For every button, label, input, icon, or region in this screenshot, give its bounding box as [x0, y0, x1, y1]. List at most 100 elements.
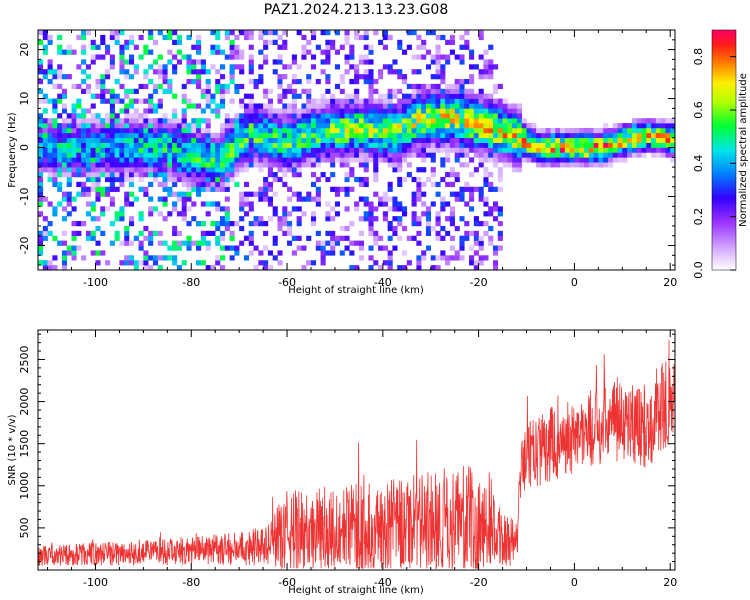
heatmap-cell [220, 83, 226, 90]
heatmap-cell [57, 123, 63, 129]
heatmap-cell [464, 142, 470, 148]
heatmap-cell [516, 123, 523, 129]
heatmap-cell [152, 137, 159, 143]
heatmap-cell [440, 103, 446, 109]
heatmap-cell [526, 127, 532, 134]
heatmap-cell [651, 137, 657, 143]
heatmap-cell [76, 118, 82, 124]
heatmap-cell [114, 235, 120, 241]
heatmap-cell [258, 250, 264, 256]
heatmap-cell [162, 201, 168, 207]
heatmap-cell [124, 162, 130, 168]
heatmap-cell [148, 103, 154, 109]
heatmap-cell [373, 176, 379, 183]
heatmap-cell [191, 240, 197, 246]
heatmap-cell [215, 137, 221, 143]
heatmap-cell [267, 147, 273, 153]
heatmap-cell [287, 225, 293, 232]
heatmap-cell [61, 74, 68, 80]
heatmap-cell [234, 44, 240, 50]
heatmap-cell [263, 118, 269, 124]
heatmap-cell [138, 147, 144, 153]
heatmap-cell [454, 127, 460, 134]
heatmap-cell [229, 221, 235, 227]
heatmap-cell [627, 142, 633, 148]
heatmap-cell [71, 206, 77, 212]
heatmap-cell [445, 98, 451, 104]
heatmap-cell [253, 83, 259, 90]
heatmap-cell [114, 34, 120, 41]
heatmap-cell [200, 157, 206, 163]
heatmap-cell [129, 172, 135, 178]
heatmap-cell [569, 127, 575, 134]
heatmap-cell [402, 250, 408, 256]
heatmap-cell [282, 30, 288, 36]
heatmap-cell [354, 142, 360, 148]
heatmap-cell [215, 103, 221, 109]
colorbar-label: Normalized spectral amplitude [738, 73, 749, 227]
heatmap-cell [296, 221, 302, 227]
heatmap-cell [483, 69, 489, 75]
heatmap-cell [76, 113, 82, 119]
heatmap-cell [229, 118, 235, 124]
heatmap-cell [473, 216, 479, 222]
heatmap-cell [368, 44, 374, 50]
heatmap-cell [655, 147, 661, 153]
heatmap-cell [176, 34, 182, 41]
heatmap-cell [593, 147, 599, 153]
heatmap-cell [493, 64, 499, 70]
heatmap-cell [358, 123, 364, 129]
heatmap-cell [172, 240, 178, 246]
heatmap-cell [373, 123, 379, 129]
heatmap-cell [52, 181, 58, 188]
heatmap-cell [660, 142, 666, 148]
heatmap-cell [143, 49, 149, 55]
heatmap-cell [186, 142, 192, 148]
spectrogram-frame [37, 29, 676, 271]
heatmap-cell [263, 265, 269, 270]
heatmap-cell [363, 98, 369, 104]
heatmap-cell [287, 103, 293, 109]
heatmap-cell [129, 147, 135, 153]
heatmap-cell [636, 142, 642, 148]
heatmap-cell [267, 201, 273, 207]
heatmap-cell [205, 69, 211, 75]
heatmap-cell [42, 93, 48, 99]
heatmap-cell [143, 250, 149, 256]
heatmap-cell [258, 30, 264, 36]
heatmap-cell [224, 206, 230, 212]
heatmap-cell [38, 181, 44, 188]
heatmap-cell [320, 250, 326, 256]
heatmap-cell [358, 59, 364, 65]
heatmap-cell [445, 132, 451, 139]
heatmap-cell [267, 123, 273, 129]
heatmap-cell [167, 78, 173, 85]
heatmap-cell [52, 162, 58, 168]
heatmap-cell [416, 142, 422, 148]
heatmap-cell [52, 137, 58, 143]
heatmap-cell [114, 137, 120, 143]
heatmap-cell [66, 162, 72, 168]
heatmap-cell [636, 123, 642, 129]
heatmap-cell [397, 108, 403, 114]
heatmap-cell [71, 230, 77, 237]
heatmap-cell [402, 147, 408, 153]
heatmap-cell [258, 196, 264, 202]
heatmap-cell [320, 260, 326, 266]
heatmap-cell [358, 127, 364, 134]
heatmap-cell [454, 54, 460, 60]
heatmap-cell [526, 147, 532, 153]
heatmap-cell [358, 157, 364, 163]
heatmap-cell [670, 152, 675, 158]
snr-x-label: Height of straight line (km) [288, 585, 424, 596]
heatmap-cell [196, 137, 202, 143]
heatmap-cell [81, 152, 87, 158]
heatmap-cell [162, 142, 168, 148]
heatmap-cell [229, 147, 235, 153]
heatmap-cell [421, 118, 427, 124]
heatmap-cell [330, 113, 336, 119]
heatmap-cell [392, 127, 398, 134]
colorbar-frame [711, 29, 737, 271]
heatmap-cell [162, 69, 168, 75]
heatmap-cell [325, 211, 331, 217]
